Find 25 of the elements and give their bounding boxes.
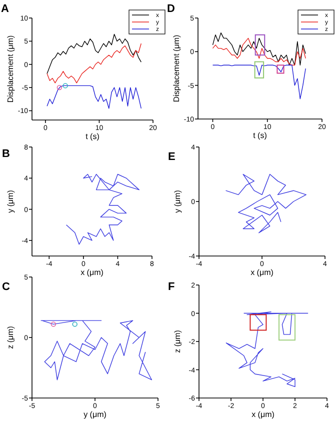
x-axis-title: t (s) [253, 131, 268, 140]
y-axis-title: z (μm) [6, 326, 15, 349]
y-axis-title: y (μm) [6, 190, 15, 213]
line-series [212, 32, 306, 66]
x-axis-title: x (μm) [80, 268, 104, 277]
line-series [225, 174, 306, 234]
line-series [226, 311, 308, 388]
line-series [66, 174, 140, 245]
x-axis-title: x (μm) [250, 268, 274, 277]
chart-title: F [168, 281, 175, 293]
line-series [46, 34, 142, 74]
line-series [40, 320, 152, 380]
chart-title: B [2, 148, 10, 160]
chart-title: A [1, 3, 9, 15]
y-axis-title: Displacement (μm) [6, 35, 15, 103]
chart-title: E [168, 151, 176, 163]
x-axis-title: x (μm) [252, 410, 275, 419]
y-axis-title: y (μm) [173, 190, 182, 213]
chart-title: C [2, 281, 10, 293]
line-series [46, 43, 142, 84]
x-axis-title: y (μm) [84, 410, 107, 419]
x-axis-title: t (s) [86, 132, 100, 141]
y-axis-title: Displacement (μm) [172, 34, 181, 102]
chart-title: D [167, 3, 175, 15]
y-axis-title: z (μm) [173, 330, 182, 353]
